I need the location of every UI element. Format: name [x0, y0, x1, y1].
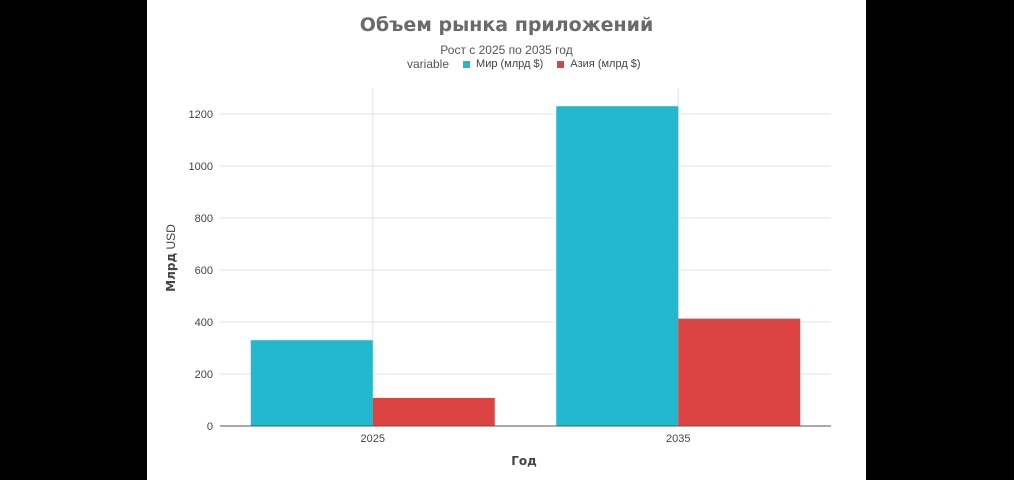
- bar-world-2025[interactable]: [250, 340, 373, 426]
- legend-label-world: Мир (млрд $): [476, 58, 544, 70]
- y-tick-label: 200: [195, 369, 213, 381]
- y-tick-label: 800: [195, 213, 213, 225]
- chart-legend: variable Мир (млрд $) Азия (млрд $): [407, 57, 655, 71]
- y-axis-title: Млрд USD: [164, 224, 178, 292]
- legend-title: variable: [407, 57, 450, 71]
- bar-world-2035[interactable]: [556, 106, 679, 426]
- y-axis-title-bold: Млрд: [164, 253, 178, 292]
- bar-asia-2035[interactable]: [678, 318, 801, 426]
- legend-swatch-asia: [557, 60, 565, 68]
- ticks-layer: 0 200 400 600 800 1000 1200 2025 2035: [189, 109, 691, 445]
- chart-title: Объем рынка приложений: [359, 14, 654, 36]
- x-tick-label: 2035: [666, 433, 690, 445]
- bar-asia-2025[interactable]: [372, 397, 495, 426]
- x-axis-title: Год: [511, 454, 537, 468]
- chart-subtitle: Рост с 2025 по 2035 год: [440, 43, 573, 57]
- y-tick-label: 600: [195, 265, 213, 277]
- legend-swatch-world: [463, 60, 471, 68]
- bars-layer: [250, 106, 801, 426]
- x-tick-label: 2025: [361, 433, 385, 445]
- y-tick-label: 400: [195, 317, 213, 329]
- chart-panel: Объем рынка приложений Рост с 2025 по 20…: [147, 0, 866, 480]
- y-axis-title-rest: USD: [164, 224, 178, 253]
- y-tick-label: 1200: [189, 109, 213, 121]
- y-tick-label: 0: [207, 421, 213, 433]
- chart-plot-area: 0 200 400 600 800 1000 1200 2025 2035 Год Млрд U…: [164, 88, 831, 468]
- legend-item-asia[interactable]: Азия (млрд $): [557, 58, 641, 70]
- legend-item-world[interactable]: Мир (млрд $): [463, 58, 543, 70]
- y-tick-label: 1000: [189, 161, 213, 173]
- legend-label-asia: Азия (млрд $): [570, 58, 641, 70]
